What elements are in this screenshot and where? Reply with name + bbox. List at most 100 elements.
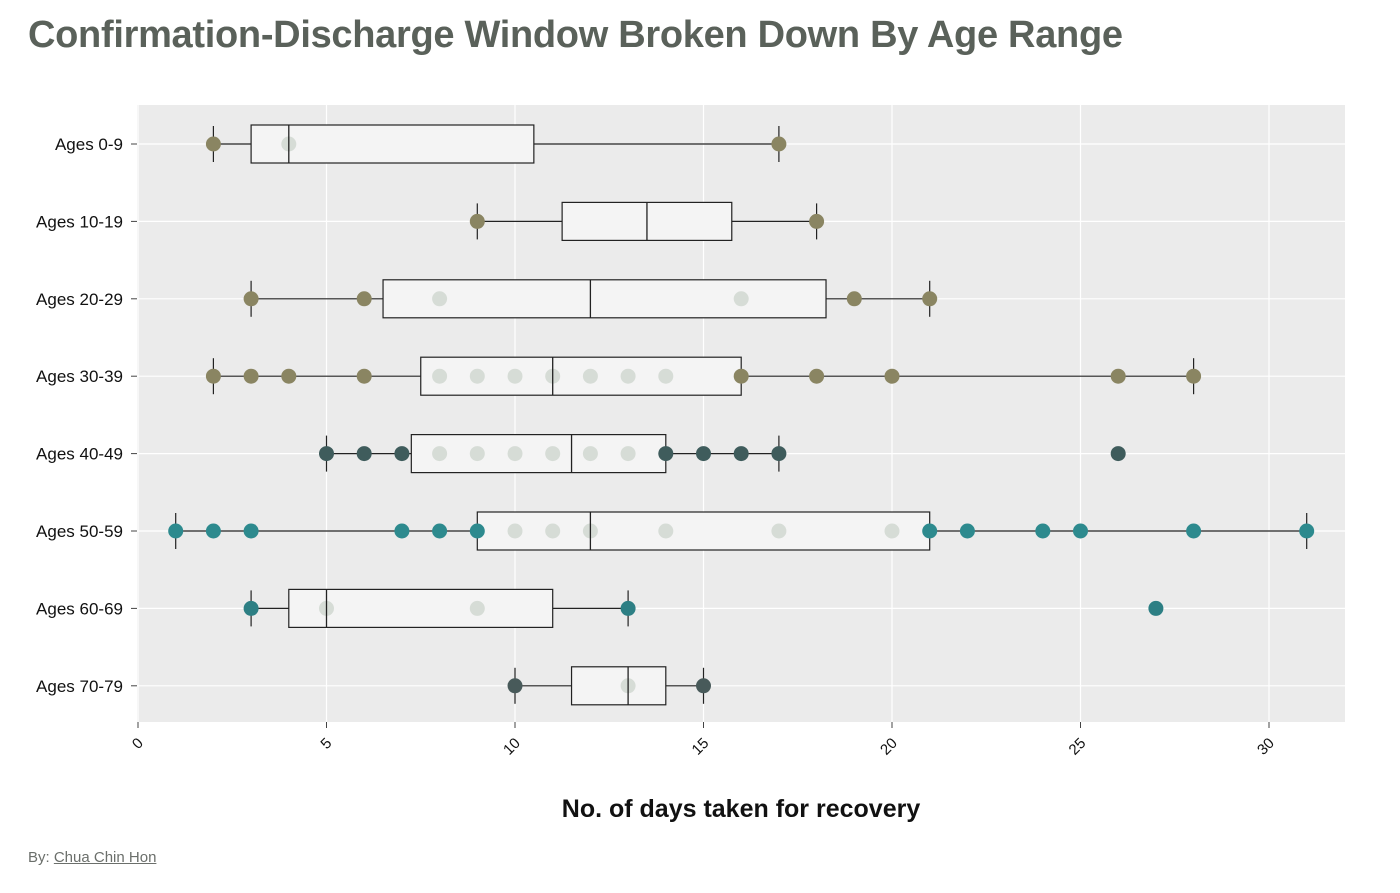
- data-point: [469, 600, 485, 616]
- x-tick-label: 25: [1066, 735, 1090, 759]
- data-point: [243, 523, 259, 539]
- data-point: [884, 523, 900, 539]
- series-layer: [168, 124, 1315, 706]
- y-axis: Ages 0-9 Ages 10-19 Ages 20-29 Ages 30-39 Ag…: [36, 135, 137, 696]
- data-point: [620, 446, 636, 462]
- data-point: [696, 678, 711, 694]
- data-point: [1073, 523, 1088, 539]
- data-point: [1035, 523, 1051, 539]
- y-tick-label: Ages 50-59: [36, 522, 123, 541]
- byline: By: Chua Chin Hon: [28, 849, 156, 866]
- data-point: [545, 446, 561, 462]
- x-tick-label: 5: [317, 735, 335, 753]
- data-point: [582, 368, 598, 384]
- box-group: [168, 511, 1315, 551]
- data-point: [507, 523, 523, 539]
- data-point: [620, 368, 636, 384]
- data-point: [469, 446, 485, 462]
- data-point: [1110, 446, 1126, 462]
- data-point: [168, 523, 184, 539]
- box-group: [507, 666, 711, 706]
- data-point: [243, 368, 259, 384]
- data-point: [884, 368, 900, 384]
- data-point: [733, 446, 749, 462]
- box-group: [319, 434, 1126, 474]
- x-tick-label: 15: [689, 735, 713, 759]
- box-group: [243, 279, 938, 319]
- data-point: [469, 213, 485, 229]
- y-tick-label: Ages 10-19: [36, 212, 123, 231]
- box-group: [469, 201, 825, 241]
- iqr-box: [476, 511, 931, 551]
- byline-prefix: By:: [28, 849, 54, 866]
- data-point: [846, 291, 862, 307]
- data-point: [205, 136, 221, 152]
- data-point: [205, 523, 221, 539]
- iqr-box: [570, 666, 667, 706]
- data-point: [771, 523, 787, 539]
- data-point: [922, 291, 938, 307]
- y-tick-label: Ages 60-69: [36, 599, 123, 618]
- data-point: [582, 446, 598, 462]
- data-point: [319, 446, 334, 462]
- x-tick-label: 20: [877, 735, 901, 759]
- data-point: [658, 446, 674, 462]
- data-point: [620, 600, 636, 616]
- x-tick-label: 10: [500, 735, 524, 759]
- box-group: [205, 124, 787, 164]
- x-axis-label: No. of days taken for recovery: [562, 795, 921, 823]
- data-point: [658, 523, 674, 539]
- data-point: [771, 446, 787, 462]
- iqr-box: [250, 124, 535, 164]
- data-point: [394, 523, 410, 539]
- data-point: [243, 291, 259, 307]
- data-point: [432, 446, 448, 462]
- plot-panel: [137, 105, 1345, 722]
- y-tick-label: Ages 30-39: [36, 367, 123, 386]
- data-point: [356, 291, 372, 307]
- box-group: [243, 588, 1164, 629]
- data-point: [771, 136, 787, 152]
- iqr-box: [382, 279, 827, 319]
- data-point: [1299, 523, 1315, 539]
- data-point: [545, 523, 561, 539]
- data-point: [733, 368, 749, 384]
- y-tick-label: Ages 40-49: [36, 445, 123, 464]
- data-point: [469, 368, 485, 384]
- y-tick-label: Ages 20-29: [36, 290, 123, 309]
- data-point: [432, 291, 448, 307]
- iqr-box: [420, 356, 742, 396]
- data-point: [696, 446, 711, 462]
- data-point: [1148, 600, 1164, 616]
- data-point: [205, 368, 221, 384]
- x-tick-label: 0: [129, 735, 147, 753]
- data-point: [809, 368, 825, 384]
- data-point: [281, 368, 297, 384]
- data-point: [959, 523, 975, 539]
- author-link[interactable]: Chua Chin Hon: [53, 849, 157, 866]
- data-point: [243, 600, 259, 616]
- data-point: [507, 368, 523, 384]
- x-tick-label: 30: [1254, 735, 1278, 759]
- data-point: [658, 368, 674, 384]
- data-point: [1110, 368, 1126, 384]
- data-point: [1186, 368, 1202, 384]
- data-point: [507, 446, 523, 462]
- data-point: [356, 446, 372, 462]
- data-point: [394, 446, 410, 462]
- data-point: [809, 213, 825, 229]
- chart-title: Confirmation-Discharge Window Broken Dow…: [28, 14, 1123, 56]
- y-tick-label: Ages 0-9: [55, 135, 123, 154]
- x-axis: 0 5 10 15 20 25 30: [129, 722, 1278, 759]
- data-point: [733, 291, 749, 307]
- data-point: [432, 368, 448, 384]
- data-point: [507, 678, 523, 694]
- y-tick-label: Ages 70-79: [36, 677, 123, 696]
- data-point: [922, 523, 938, 539]
- data-point: [469, 523, 485, 539]
- data-point: [356, 368, 372, 384]
- data-point: [432, 523, 448, 539]
- box-group: [205, 356, 1202, 396]
- data-point: [1186, 523, 1202, 539]
